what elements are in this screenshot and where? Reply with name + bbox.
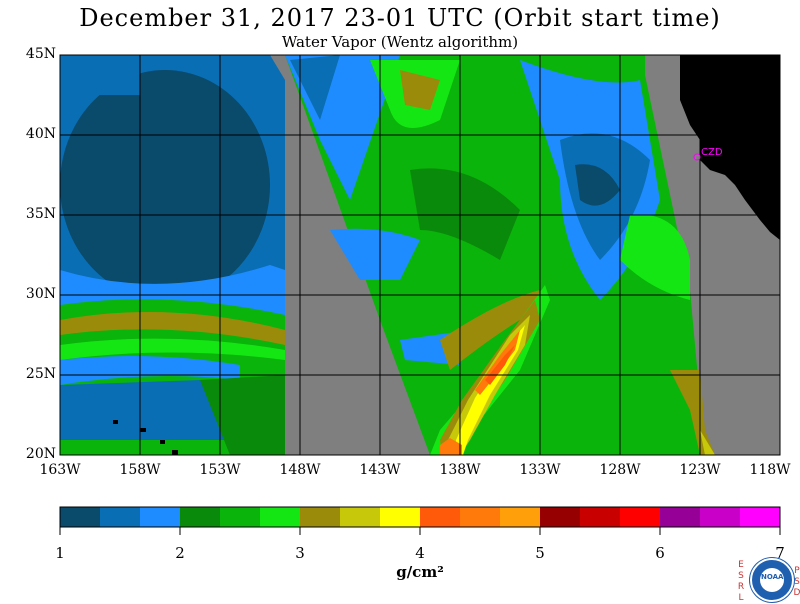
colorbar-label: 2 <box>175 544 185 562</box>
land-mass <box>680 55 780 240</box>
island <box>160 440 165 444</box>
colorbar-swatch <box>500 507 541 527</box>
lon-label: 128W <box>599 462 641 478</box>
colorbar-swatch <box>340 507 381 527</box>
colorbar-swatch <box>460 507 501 527</box>
colorbar-label: 1 <box>55 544 65 562</box>
map-frame <box>59 54 781 456</box>
map-title: December 31, 2017 23-01 UTC (Orbit start… <box>79 4 721 32</box>
colorbar-swatch <box>660 507 701 527</box>
colorbar-swatch <box>740 507 781 527</box>
lon-label: 123W <box>679 462 721 478</box>
colorbar-swatch <box>420 507 461 527</box>
lat-label: 45N <box>25 46 56 62</box>
colorbar-label: 7 <box>775 544 785 562</box>
lat-label: 30N <box>25 286 56 302</box>
lon-label: 163W <box>39 462 81 478</box>
lat-label: 20N <box>25 446 56 462</box>
station-label: CZD <box>701 147 723 158</box>
colorbar-swatch <box>100 507 141 527</box>
colorbar-swatch <box>700 507 741 527</box>
colorbar-swatch <box>140 507 181 527</box>
lon-label: 148W <box>279 462 321 478</box>
colorbar <box>59 506 781 535</box>
lat-label: 40N <box>25 126 56 142</box>
island <box>140 428 146 432</box>
island <box>172 450 178 455</box>
colorbar-swatch <box>300 507 341 527</box>
colorbar-swatch <box>260 507 301 527</box>
lon-label: 118W <box>749 462 791 478</box>
low-vapor-region <box>60 70 270 300</box>
colorbar-swatch <box>540 507 581 527</box>
map-field <box>60 55 780 455</box>
island <box>113 420 118 424</box>
colorbar-label: 4 <box>415 544 425 562</box>
colorbar-units: g/cm² <box>396 563 444 581</box>
colorbar-swatch <box>580 507 621 527</box>
lat-label: 35N <box>25 206 56 222</box>
station-marker <box>693 153 701 161</box>
colorbar-swatch <box>60 507 101 527</box>
lat-lon-grid <box>60 55 780 455</box>
lat-label: 25N <box>25 366 56 382</box>
lon-label: 143W <box>359 462 401 478</box>
lon-label: 138W <box>439 462 481 478</box>
colorbar-swatch <box>380 507 421 527</box>
colorbar-label: 5 <box>535 544 545 562</box>
map-subtitle: Water Vapor (Wentz algorithm) <box>281 33 519 51</box>
lon-label: 133W <box>519 462 561 478</box>
lon-label: 158W <box>119 462 161 478</box>
colorbar-swatch <box>180 507 221 527</box>
colorbar-label: 6 <box>655 544 665 562</box>
colorbar-swatch <box>620 507 661 527</box>
colorbar-label: 3 <box>295 544 305 562</box>
colorbar-swatch <box>220 507 261 527</box>
noaa-logo-text: NOAA <box>761 573 784 581</box>
noaa-logo: NOAA <box>750 558 794 602</box>
lon-label: 153W <box>199 462 241 478</box>
